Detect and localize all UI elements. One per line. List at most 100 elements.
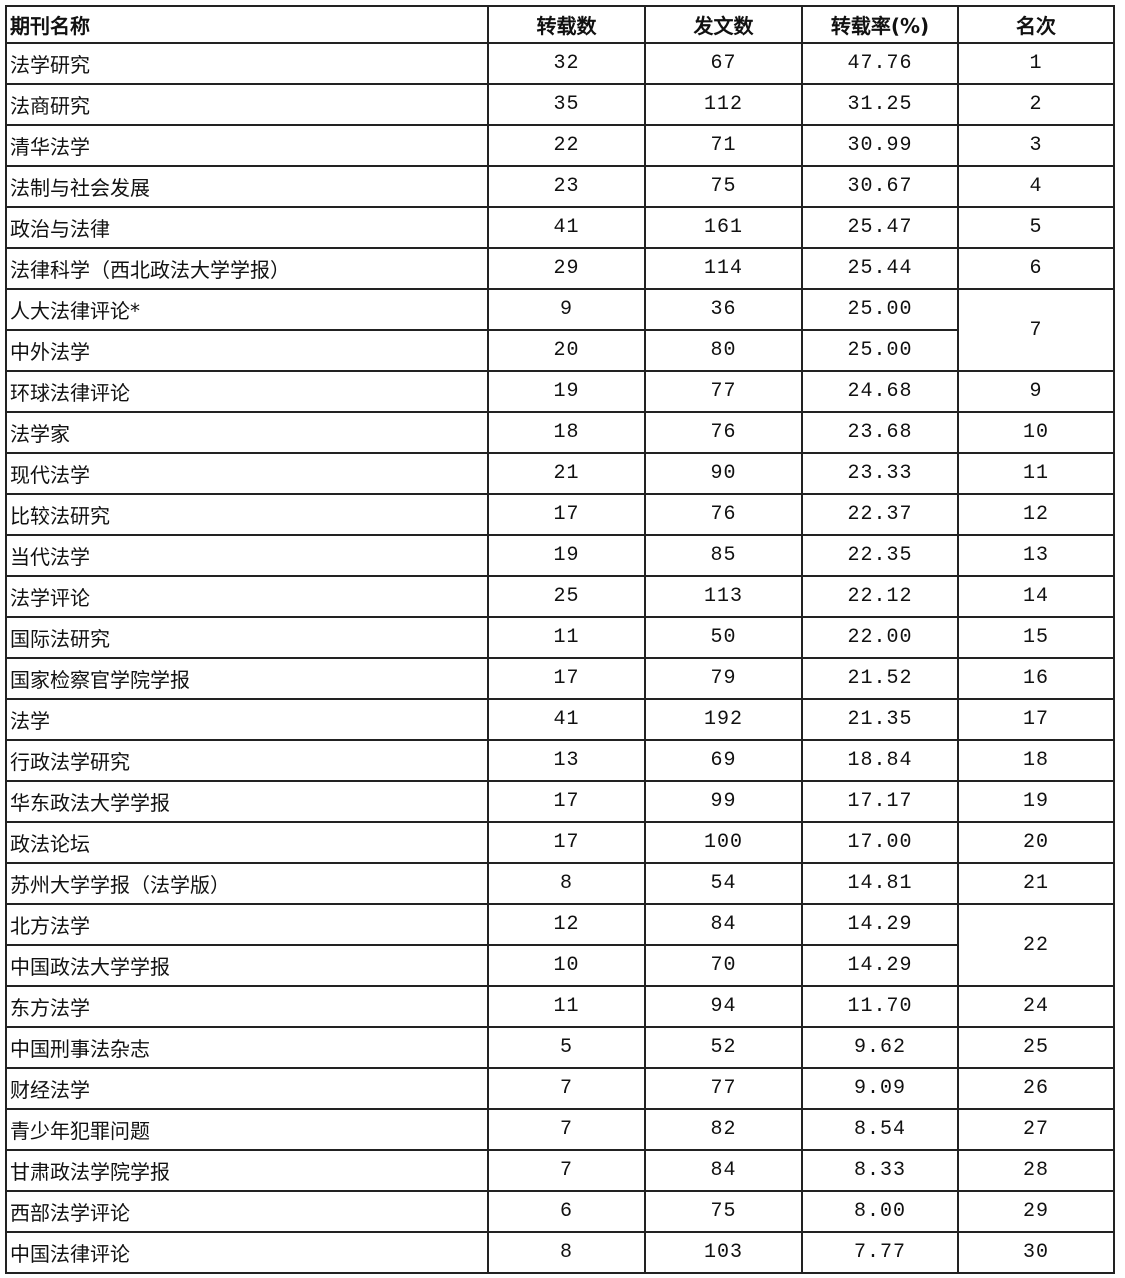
- reprints-cell: 21: [487, 452, 646, 495]
- rank-cell: 5: [957, 206, 1115, 249]
- table-row: 华东政法大学学报 17 99 17.17 19: [5, 780, 1115, 823]
- table-row: 东方法学 11 94 11.70 24: [5, 985, 1115, 1028]
- rank-cell: 6: [957, 247, 1115, 290]
- journal-name-cell: 法商研究: [5, 83, 489, 126]
- journal-name-cell: 法制与社会发展: [5, 165, 489, 208]
- reprints-cell: 12: [487, 903, 646, 946]
- articles-cell: 85: [644, 534, 803, 577]
- table-row: 现代法学 21 90 23.33 11: [5, 452, 1115, 495]
- journal-name-cell: 财经法学: [5, 1067, 489, 1110]
- reprints-cell: 7: [487, 1149, 646, 1192]
- reprints-cell: 35: [487, 83, 646, 126]
- articles-cell: 75: [644, 165, 803, 208]
- rate-cell: 22.12: [801, 575, 959, 618]
- articles-cell: 192: [644, 698, 803, 741]
- rate-cell: 25.00: [801, 288, 959, 331]
- reprints-cell: 41: [487, 698, 646, 741]
- articles-cell: 77: [644, 370, 803, 413]
- rank-cell: 4: [957, 165, 1115, 208]
- articles-cell: 67: [644, 42, 803, 85]
- reprints-cell: 17: [487, 821, 646, 864]
- rank-cell: 16: [957, 657, 1115, 700]
- journal-name-cell: 法学研究: [5, 42, 489, 85]
- articles-cell: 113: [644, 575, 803, 618]
- articles-cell: 84: [644, 1149, 803, 1192]
- articles-cell: 36: [644, 288, 803, 331]
- rate-cell: 22.35: [801, 534, 959, 577]
- rate-cell: 25.44: [801, 247, 959, 290]
- table-row: 当代法学 19 85 22.35 13: [5, 534, 1115, 577]
- articles-cell: 112: [644, 83, 803, 126]
- journal-name-cell: 中国法律评论: [5, 1231, 489, 1274]
- table-row: 法学家 18 76 23.68 10: [5, 411, 1115, 454]
- reprints-cell: 11: [487, 616, 646, 659]
- rank-cell: 11: [957, 452, 1115, 495]
- header-journal-name: 期刊名称: [5, 5, 489, 44]
- articles-cell: 161: [644, 206, 803, 249]
- journal-name-cell: 中国政法大学学报: [5, 944, 489, 987]
- articles-cell: 79: [644, 657, 803, 700]
- journal-name-cell: 青少年犯罪问题: [5, 1108, 489, 1151]
- reprints-cell: 25: [487, 575, 646, 618]
- rank-cell: 15: [957, 616, 1115, 659]
- table-row: 法学 41 192 21.35 17: [5, 698, 1115, 741]
- rate-cell: 21.35: [801, 698, 959, 741]
- rate-cell: 22.00: [801, 616, 959, 659]
- rank-cell: 22: [957, 903, 1115, 987]
- rank-cell: 17: [957, 698, 1115, 741]
- table-row: 清华法学 22 71 30.99 3: [5, 124, 1115, 167]
- table-row: 财经法学 7 77 9.09 26: [5, 1067, 1115, 1110]
- reprints-cell: 17: [487, 493, 646, 536]
- journal-name-cell: 现代法学: [5, 452, 489, 495]
- rank-cell: 12: [957, 493, 1115, 536]
- articles-cell: 69: [644, 739, 803, 782]
- header-reprints: 转载数: [487, 5, 646, 44]
- journal-name-cell: 当代法学: [5, 534, 489, 577]
- reprints-cell: 7: [487, 1067, 646, 1110]
- rank-cell: 14: [957, 575, 1115, 618]
- rank-cell: 1: [957, 42, 1115, 85]
- rate-cell: 17.17: [801, 780, 959, 823]
- rank-cell: 25: [957, 1026, 1115, 1069]
- table-row: 中国政法大学学报 10 70 14.29: [5, 944, 1114, 987]
- journal-name-cell: 清华法学: [5, 124, 489, 167]
- articles-cell: 50: [644, 616, 803, 659]
- journal-name-cell: 行政法学研究: [5, 739, 489, 782]
- table-row: 比较法研究 17 76 22.37 12: [5, 493, 1115, 536]
- rank-cell: 28: [957, 1149, 1115, 1192]
- table-row: 行政法学研究 13 69 18.84 18: [5, 739, 1115, 782]
- table-row: 法律科学（西北政法大学学报） 29 114 25.44 6: [5, 247, 1115, 290]
- rate-cell: 14.29: [801, 944, 959, 987]
- reprints-cell: 23: [487, 165, 646, 208]
- rate-cell: 31.25: [801, 83, 959, 126]
- journal-name-cell: 法学家: [5, 411, 489, 454]
- reprints-cell: 7: [487, 1108, 646, 1151]
- header-articles: 发文数: [644, 5, 803, 44]
- rank-cell: 13: [957, 534, 1115, 577]
- rate-cell: 17.00: [801, 821, 959, 864]
- reprints-cell: 13: [487, 739, 646, 782]
- rate-cell: 14.81: [801, 862, 959, 905]
- journal-name-cell: 国际法研究: [5, 616, 489, 659]
- journal-name-cell: 西部法学评论: [5, 1190, 489, 1233]
- rate-cell: 47.76: [801, 42, 959, 85]
- rate-cell: 8.33: [801, 1149, 959, 1192]
- reprints-cell: 5: [487, 1026, 646, 1069]
- table-row: 中国刑事法杂志 5 52 9.62 25: [5, 1026, 1115, 1069]
- rate-cell: 7.77: [801, 1231, 959, 1274]
- articles-cell: 76: [644, 493, 803, 536]
- journal-name-cell: 北方法学: [5, 903, 489, 946]
- articles-cell: 70: [644, 944, 803, 987]
- reprints-cell: 29: [487, 247, 646, 290]
- table-row: 苏州大学学报（法学版） 8 54 14.81 21: [5, 862, 1115, 905]
- rank-cell: 7: [957, 288, 1115, 372]
- journal-ranking-table: 期刊名称 转载数 发文数 转载率(%) 名次 法学研究 32 67 47.76 1 法商研…: [5, 5, 1115, 1274]
- rank-cell: 18: [957, 739, 1115, 782]
- articles-cell: 114: [644, 247, 803, 290]
- reprints-cell: 8: [487, 1231, 646, 1274]
- table-row: 人大法律评论* 9 36 25.00 7: [5, 288, 1115, 372]
- reprints-cell: 6: [487, 1190, 646, 1233]
- table-row: 中外法学 20 80 25.00: [5, 329, 1114, 372]
- articles-cell: 71: [644, 124, 803, 167]
- rate-cell: 23.68: [801, 411, 959, 454]
